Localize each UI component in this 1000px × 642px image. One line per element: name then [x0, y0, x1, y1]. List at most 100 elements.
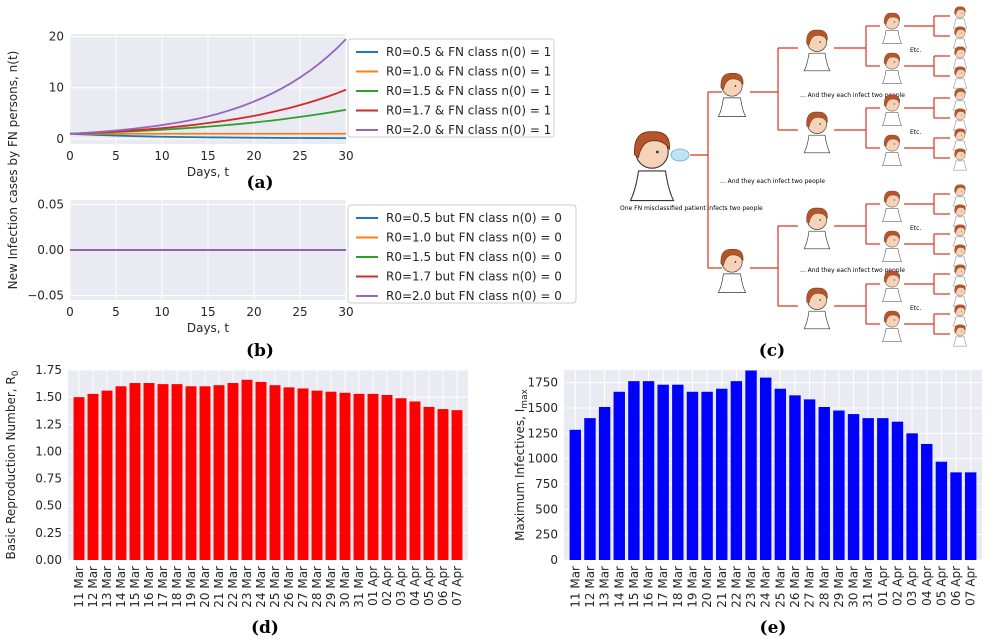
x-tick-label: 30	[338, 149, 353, 163]
x-tick-label: 22 Mar	[729, 566, 743, 608]
level4-person-icon	[953, 324, 967, 347]
bar	[862, 418, 874, 560]
legend-entry: R0=2.0 but FN class n(0) = 0	[386, 289, 562, 303]
eye-shape	[961, 52, 963, 54]
infection-tree-diagram: One FN misclassified patient infects two…	[620, 6, 967, 347]
hair-shape	[954, 66, 966, 75]
hair-shape	[720, 72, 744, 90]
bar	[451, 410, 463, 560]
eye-shape	[819, 123, 821, 125]
root-patient-icon	[629, 131, 675, 202]
level2-person-icon	[803, 29, 831, 72]
body-shape	[953, 58, 967, 69]
x-tick-label: 28 Mar	[817, 566, 831, 608]
hair-shape	[884, 230, 900, 243]
hair-shape	[806, 287, 828, 304]
eye-shape	[893, 199, 895, 201]
body-shape	[953, 296, 967, 307]
level1-caption: ... And they each infect two people	[720, 178, 825, 185]
x-axis-label: Days, t	[187, 321, 230, 335]
bar	[395, 398, 407, 560]
x-tick-label: 07 Apr	[964, 566, 978, 606]
bar	[115, 386, 127, 560]
level3-person-icon	[882, 94, 902, 126]
hair-shape	[954, 46, 966, 55]
level4-person-icon	[953, 304, 967, 327]
body-shape	[803, 310, 831, 330]
x-tick-label: 26 Mar	[282, 566, 296, 608]
hair-shape	[954, 264, 966, 273]
x-tick-label: 11 Mar	[568, 566, 582, 608]
etc-label: Etc.	[910, 47, 921, 54]
bar	[339, 392, 351, 560]
x-tick-label: 20 Mar	[700, 566, 714, 608]
bar	[269, 385, 281, 560]
level4-person-icon	[953, 6, 967, 29]
eye-shape	[893, 21, 895, 23]
body-shape	[953, 160, 967, 171]
hair-shape	[884, 310, 900, 323]
body-shape	[953, 336, 967, 347]
y-tick-label: −0.05	[27, 288, 64, 302]
level4-person-icon	[953, 148, 967, 171]
y-tick-label: 1.00	[35, 444, 62, 458]
series-line	[69, 38, 347, 135]
y-tick-label: 0.25	[35, 526, 62, 540]
bar	[73, 397, 85, 560]
x-tick-label: 06 Apr	[436, 566, 450, 606]
x-tick-label: 05 Apr	[934, 566, 948, 606]
x-tick-label: 15 Mar	[627, 566, 641, 608]
x-tick-label: 03 Apr	[394, 566, 408, 606]
bar	[964, 472, 977, 560]
bar	[311, 390, 323, 560]
plot-area	[564, 370, 982, 560]
x-tick-label: 29 Mar	[324, 566, 338, 608]
x-tick-label: 18 Mar	[671, 566, 685, 608]
y-tick-label: 20	[49, 30, 64, 44]
panel-label-d: (d)	[251, 618, 279, 638]
y-tick-label: 750	[535, 477, 558, 491]
x-axis-label: Days, t	[187, 165, 230, 179]
level3-person-icon	[882, 310, 902, 342]
body-shape	[882, 152, 902, 166]
level4-person-icon	[953, 26, 967, 49]
legend-box	[347, 38, 555, 138]
eye-shape	[893, 319, 895, 321]
level2-person-icon	[803, 287, 831, 330]
hair-shape	[884, 12, 900, 25]
x-tick-label: 10	[154, 149, 169, 163]
hair-shape	[954, 284, 966, 293]
legend-entry: R0=1.7 & FN class n(0) = 1	[386, 104, 551, 118]
legend-entry: R0=1.7 but FN class n(0) = 0	[386, 270, 562, 284]
bar	[730, 381, 743, 560]
body-shape	[882, 70, 902, 84]
etc-label: Etc.	[910, 305, 921, 312]
level3-person-icon	[882, 134, 902, 166]
bar	[297, 388, 309, 560]
body-shape	[953, 236, 967, 247]
eye-shape	[734, 261, 737, 263]
eye-shape	[961, 290, 963, 292]
eye-shape	[961, 12, 963, 14]
legend-box	[347, 204, 577, 304]
x-tick-label: 0	[66, 305, 74, 319]
eye-shape	[961, 250, 963, 252]
level2-caption: ... And they each infect two people	[800, 92, 905, 99]
hair-shape	[634, 131, 670, 159]
y-tick-label: 0.50	[35, 499, 62, 513]
bar	[171, 384, 183, 560]
x-tick-label: 27 Mar	[296, 566, 310, 608]
bar	[657, 384, 669, 560]
hair-shape	[954, 204, 966, 213]
body-shape	[882, 112, 902, 126]
x-tick-label: 20	[246, 149, 261, 163]
body-shape	[882, 328, 902, 342]
chart-b: 0 5 10 15 20 25 30 −0.05 0.00 0.05 Days, t R0=0.5 b…	[27, 198, 577, 335]
y-tick-label: 1000	[527, 452, 558, 466]
level4-person-icon	[953, 244, 967, 267]
hair-shape	[954, 184, 966, 193]
hair-shape	[954, 224, 966, 233]
bar	[283, 387, 295, 560]
bar	[157, 384, 169, 560]
chart-a: 0 5 10 15 20 25 30 0 10 20 Days, t R0=0.5 & FN clas…	[49, 30, 555, 179]
